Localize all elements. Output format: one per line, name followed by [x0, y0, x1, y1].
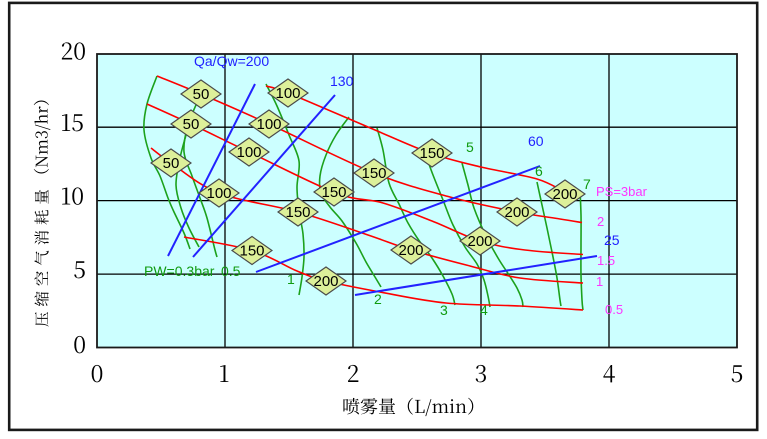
svg-text:60: 60: [528, 133, 544, 149]
svg-text:200: 200: [467, 233, 492, 250]
svg-text:1: 1: [287, 271, 295, 287]
svg-text:200: 200: [398, 242, 423, 259]
svg-text:1: 1: [596, 274, 603, 289]
svg-text:PW=0.3bar: PW=0.3bar: [144, 263, 215, 279]
svg-text:150: 150: [285, 204, 310, 221]
svg-text:150: 150: [361, 165, 386, 182]
svg-text:50: 50: [163, 155, 180, 172]
svg-text:50: 50: [193, 86, 210, 103]
svg-text:200: 200: [504, 204, 529, 221]
svg-text:130: 130: [330, 73, 354, 89]
svg-text:0.5: 0.5: [605, 302, 623, 317]
svg-text:2: 2: [374, 291, 382, 307]
svg-text:150: 150: [321, 184, 346, 201]
svg-text:150: 150: [419, 145, 444, 162]
svg-text:0.5: 0.5: [221, 263, 241, 279]
svg-text:100: 100: [275, 85, 300, 102]
svg-text:150: 150: [239, 243, 264, 260]
svg-text:100: 100: [206, 185, 231, 202]
svg-text:100: 100: [236, 144, 261, 161]
svg-text:200: 200: [313, 273, 338, 290]
svg-text:50: 50: [183, 116, 200, 133]
svg-text:1.5: 1.5: [597, 253, 615, 268]
svg-text:5: 5: [466, 139, 474, 155]
svg-text:100: 100: [256, 116, 281, 133]
svg-text:2: 2: [597, 214, 604, 229]
svg-text:4: 4: [480, 302, 488, 318]
svg-text:200: 200: [552, 186, 577, 203]
svg-text:PS=3bar: PS=3bar: [596, 184, 648, 199]
svg-text:Qa/Qw=200: Qa/Qw=200: [194, 53, 269, 69]
svg-text:7: 7: [583, 176, 591, 192]
svg-text:25: 25: [604, 232, 620, 248]
svg-text:6: 6: [535, 163, 543, 179]
svg-text:3: 3: [440, 302, 448, 318]
